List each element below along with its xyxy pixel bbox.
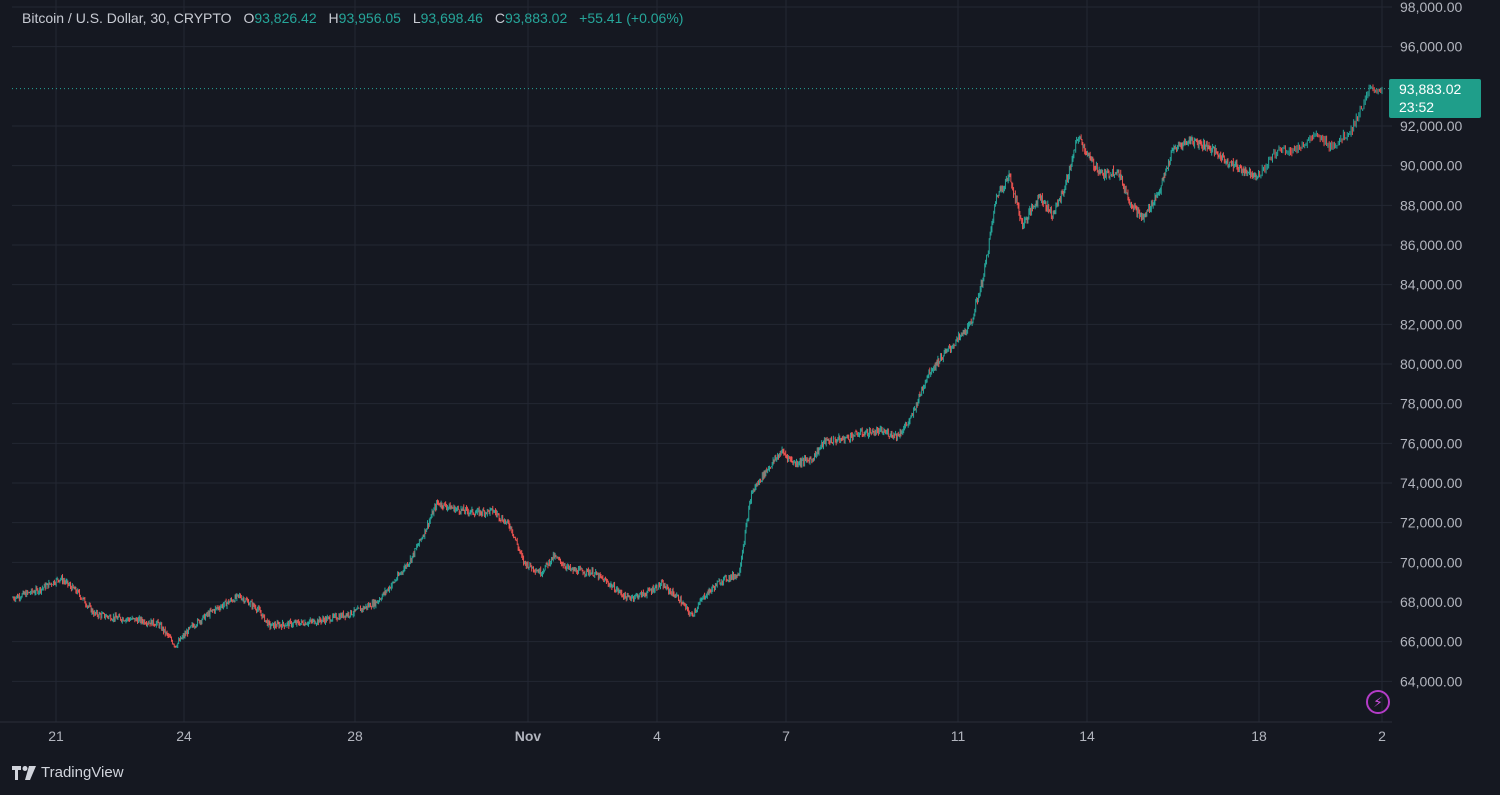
low-value: 93,698.46 [420,10,483,26]
y-tick-label: 82,000.00 [1400,316,1462,332]
y-tick-label: 84,000.00 [1400,277,1462,293]
chart-grid [12,0,1392,722]
open-label: O [243,10,255,26]
symbol-title[interactable]: Bitcoin / U.S. Dollar, 30, CRYPTO [22,10,232,26]
high-label: H [328,10,339,26]
x-tick-label: 14 [1079,728,1095,744]
footer [0,752,1500,795]
y-tick-label: 96,000.00 [1400,39,1462,55]
x-tick-label: 2 [1378,728,1386,744]
y-tick-label: 76,000.00 [1400,435,1462,451]
lightning-bolt-icon[interactable]: ⚡ [1366,690,1390,714]
y-tick-label: 66,000.00 [1400,634,1462,650]
x-tick-label: 4 [653,728,661,744]
last-price-value: 93,883.02 [1399,81,1462,97]
x-tick-label: 18 [1251,728,1267,744]
y-tick-label: 80,000.00 [1400,356,1462,372]
x-tick-label: 21 [48,728,64,744]
symbol-legend: Bitcoin / U.S. Dollar, 30, CRYPTO O93,82… [22,10,683,26]
y-tick-label: 90,000.00 [1400,158,1462,174]
y-tick-label: 98,000.00 [1400,0,1462,15]
candlestick-chart[interactable]: 98,000.00 96,000.00 92,000.00 90,000.00 88,0… [0,0,1500,752]
y-tick-label: 64,000.00 [1400,673,1462,689]
y-tick-label: 78,000.00 [1400,396,1462,412]
y-tick-label: 92,000.00 [1400,118,1462,134]
bar-countdown: 23:52 [1399,99,1435,115]
y-tick-label: 86,000.00 [1400,237,1462,253]
x-tick-label: 11 [951,728,966,744]
close-label: C [494,10,505,26]
y-tick-label: 68,000.00 [1400,594,1462,610]
price-axis[interactable]: 98,000.00 96,000.00 92,000.00 90,000.00 88,0… [1400,0,1462,689]
low-label: L [412,10,421,26]
candles [12,84,1383,649]
x-tick-label: Nov [515,728,542,744]
y-tick-label: 74,000.00 [1400,475,1462,491]
tradingview-brand[interactable]: TradingView [12,764,124,781]
brand-name: TradingView [41,764,124,781]
change-value: +55.41 (+0.06%) [579,10,684,26]
y-tick-label: 70,000.00 [1400,554,1462,570]
high-value: 93,956.05 [338,10,401,26]
x-tick-label: 24 [176,728,192,744]
y-tick-label: 88,000.00 [1400,197,1462,213]
time-axis[interactable]: 21 24 28 Nov 4 7 11 14 18 2 [48,728,1386,744]
y-tick-label: 72,000.00 [1400,515,1462,531]
last-price-tag: 93,883.02 23:52 [1389,79,1481,118]
x-tick-label: 28 [347,728,363,744]
open-value: 93,826.42 [254,10,317,26]
close-value: 93,883.02 [504,10,568,26]
x-tick-label: 7 [782,728,790,744]
tradingview-logo-icon [12,765,36,780]
